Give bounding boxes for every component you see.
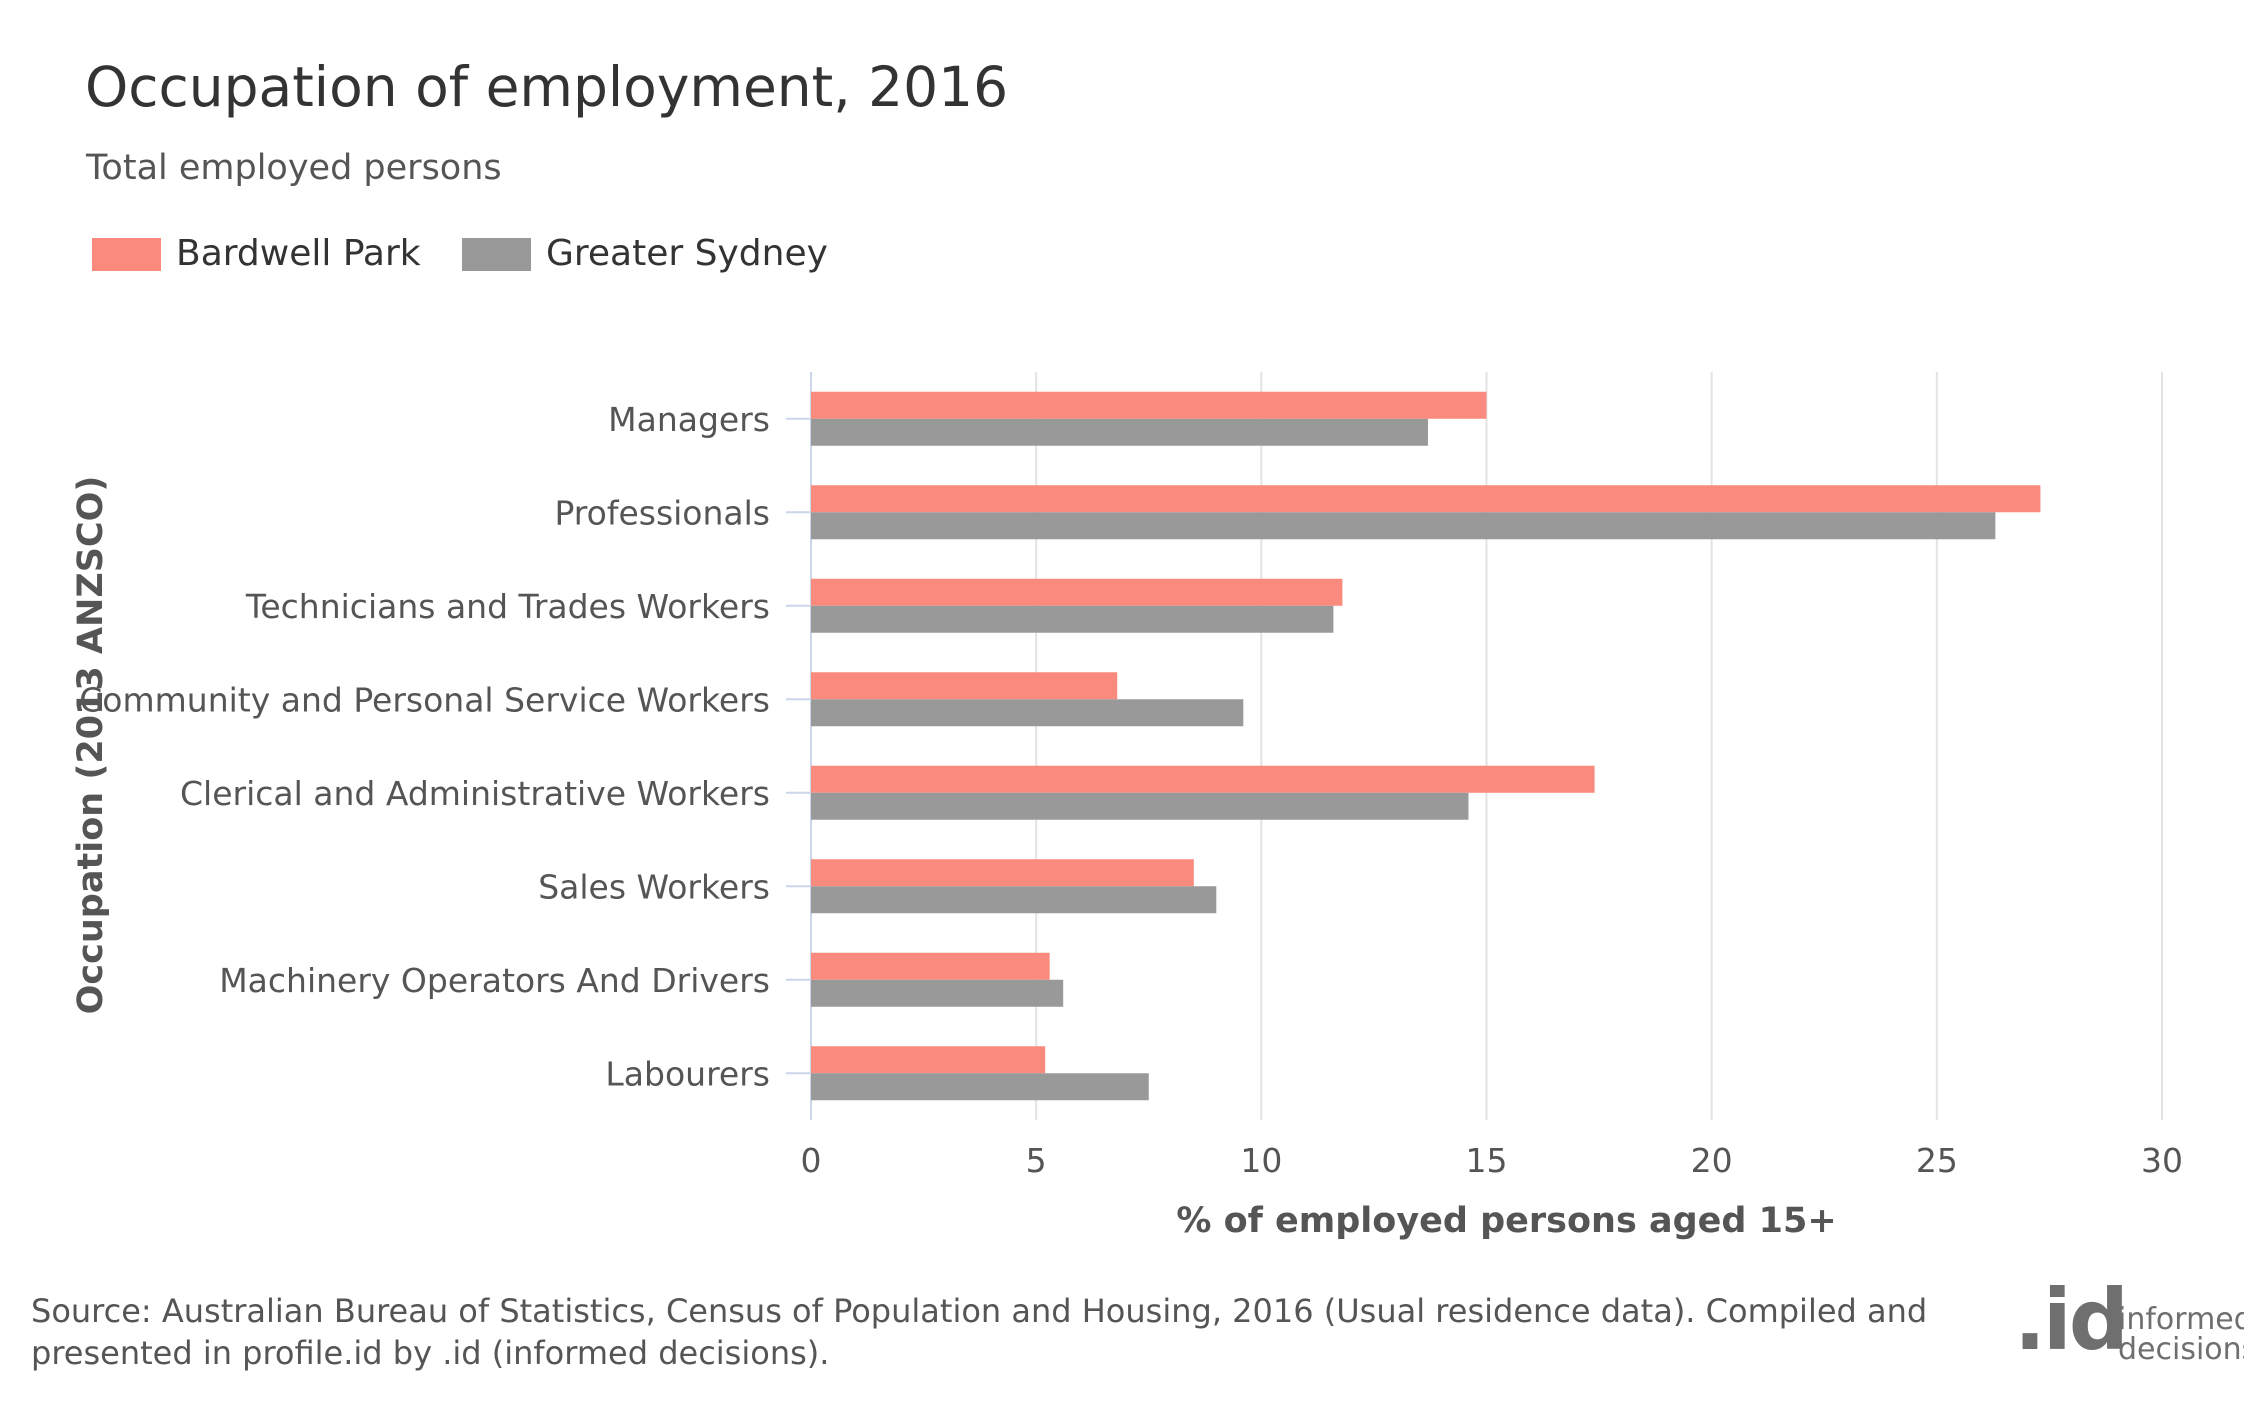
legend-swatch-greater-sydney [462,238,531,271]
x-tick-label-0: 0 [801,1141,822,1180]
x-tick-label-20: 20 [1691,1141,1733,1180]
legend-label-greater-sydney: Greater Sydney [546,233,828,274]
bar-bardwell-park-sales-workers [811,859,1194,887]
logo-line-1: informed [2118,1302,2244,1337]
bar-greater-sydney-technicians-and-trades-workers [811,605,1334,633]
bar-greater-sydney-managers [811,418,1428,446]
chart-subtitle: Total employed persons [86,148,502,188]
y-tick-label-labourers: Labourers [605,1054,770,1093]
y-tick-label-clerical-and-administrative-workers: Clerical and Administrative Workers [180,774,770,813]
bar-bardwell-park-managers [811,391,1487,419]
y-tick-label-professionals: Professionals [554,493,770,532]
id-logo: .id informed decisions [2014,1271,2244,1369]
legend-label-bardwell-park: Bardwell Park [176,233,421,274]
bar-greater-sydney-community-and-personal-service-workers [811,699,1244,727]
x-tick-label-30: 30 [2141,1141,2183,1180]
bar-greater-sydney-sales-workers [811,886,1217,914]
logo-mark: .id [2014,1271,2129,1369]
bar-greater-sydney-professionals [811,512,1996,540]
x-tick-label-25: 25 [1916,1141,1958,1180]
y-axis-title: Occupation (2013 ANZSCO) [71,476,111,1015]
x-axis-title: % of employed persons aged 15+ [1176,1201,1836,1241]
y-tick-label-managers: Managers [608,400,770,439]
x-tick-label-15: 15 [1466,1141,1508,1180]
source-note: Source: Australian Bureau of Statistics,… [31,1292,1928,1372]
bar-bardwell-park-professionals [811,485,2041,513]
bar-greater-sydney-labourers [811,1073,1149,1101]
bar-bardwell-park-clerical-and-administrative-workers [811,765,1595,793]
y-tick-label-technicians-and-trades-workers: Technicians and Trades Workers [245,587,770,626]
logo-line-2: decisions [2118,1332,2244,1367]
x-tick-label-5: 5 [1026,1141,1047,1180]
x-tick-label-10: 10 [1240,1141,1282,1180]
bar-bardwell-park-labourers [811,1046,1046,1074]
bar-greater-sydney-clerical-and-administrative-workers [811,792,1469,820]
bar-bardwell-park-community-and-personal-service-workers [811,672,1118,700]
y-tick-label-community-and-personal-service-workers: Community and Personal Service Workers [79,680,770,719]
bar-bardwell-park-machinery-operators-and-drivers [811,952,1050,980]
bar-bardwell-park-technicians-and-trades-workers [811,578,1343,606]
bar-chart: 0 5 10 15 20 25 30 Managers Professionals Technic… [71,372,2183,1241]
y-tick-label-machinery-operators-and-drivers: Machinery Operators And Drivers [219,961,770,1000]
chart-title: Occupation of employment, 2016 [85,55,1009,119]
y-tick-label-sales-workers: Sales Workers [538,867,770,906]
logo-text: informed decisions [2118,1305,2244,1365]
legend-swatch-bardwell-park [92,238,161,271]
bar-greater-sydney-machinery-operators-and-drivers [811,979,1064,1007]
